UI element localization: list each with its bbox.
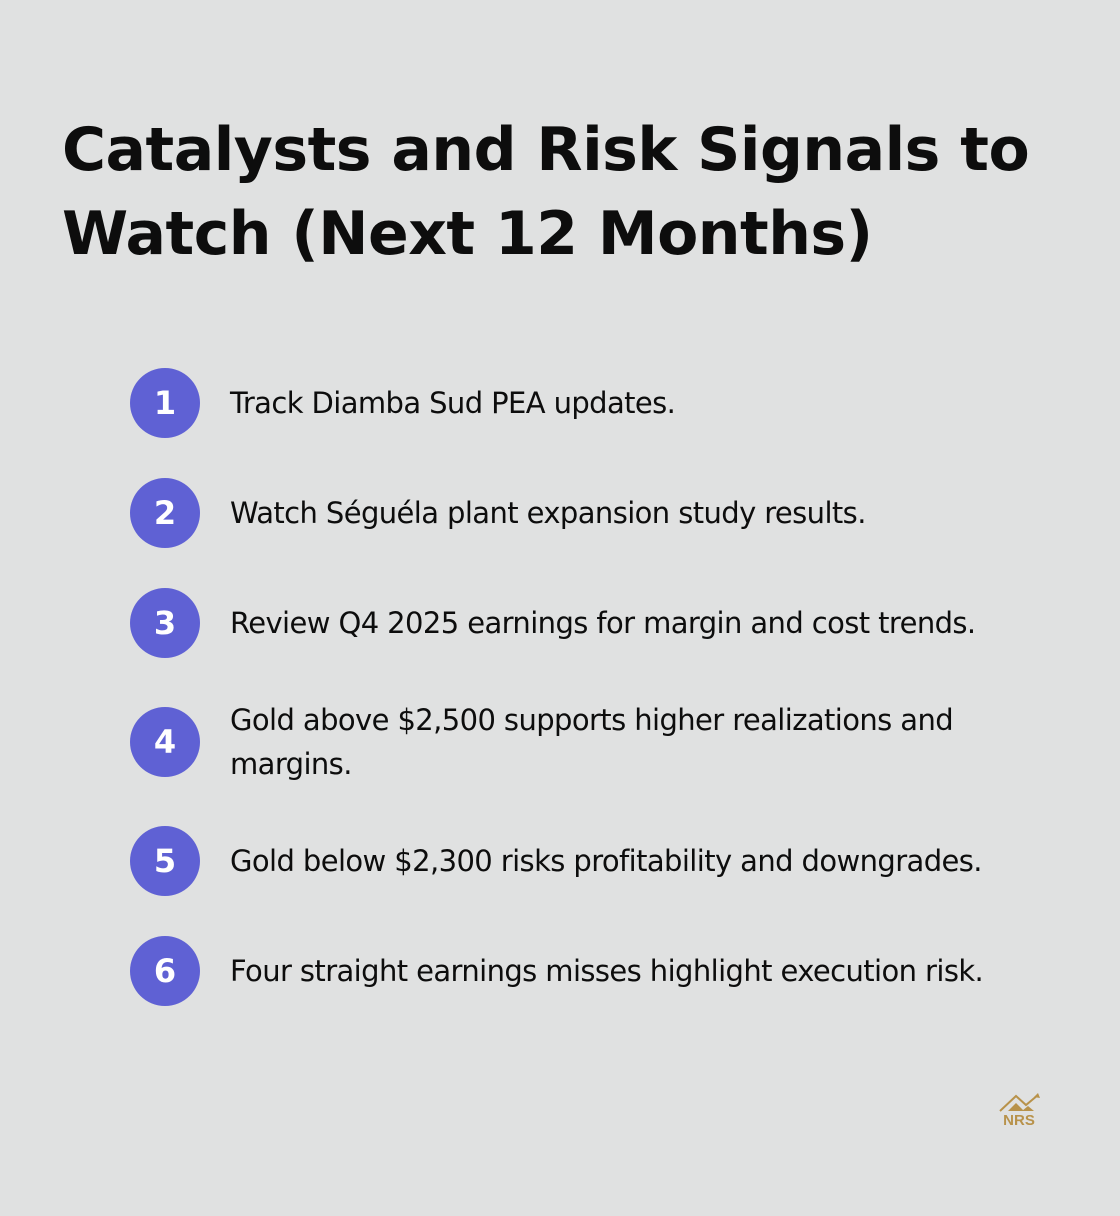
list-item-text: Track Diamba Sud PEA updates. [230, 386, 676, 420]
mountain-chart-up-icon [999, 1093, 1040, 1112]
page-title: Catalysts and Risk Signals to Watch (Nex… [62, 115, 1030, 269]
list-item: 6 Four straight earnings misses highligh… [130, 936, 1090, 1006]
list-item-text: Watch Séguéla plant expansion study resu… [230, 496, 866, 530]
number-badge: 4 [130, 707, 200, 777]
logo-text: NRS [1003, 1112, 1035, 1129]
nrs-logo: NRS [996, 1092, 1042, 1132]
number-badge: 1 [130, 368, 200, 438]
list-item: 3 Review Q4 2025 earnings for margin and… [130, 588, 1090, 658]
list-item-text: Review Q4 2025 earnings for margin and c… [230, 606, 976, 640]
number-badge: 6 [130, 936, 200, 1006]
number-badge: 2 [130, 478, 200, 548]
list-item: 1 Track Diamba Sud PEA updates. [130, 368, 1090, 438]
list-item: 2 Watch Séguéla plant expansion study re… [130, 478, 1090, 548]
list-item: 5 Gold below $2,300 risks profitability … [130, 826, 1090, 896]
list-item-text: Gold below $2,300 risks profitability an… [230, 844, 982, 878]
list-item: 4 Gold above $2,500 supports higher real… [130, 698, 1090, 786]
number-badge: 3 [130, 588, 200, 658]
list-item-text: Gold above $2,500 supports higher realiz… [230, 703, 954, 781]
number-badge: 5 [130, 826, 200, 896]
list-item-text: Four straight earnings misses highlight … [230, 954, 984, 988]
